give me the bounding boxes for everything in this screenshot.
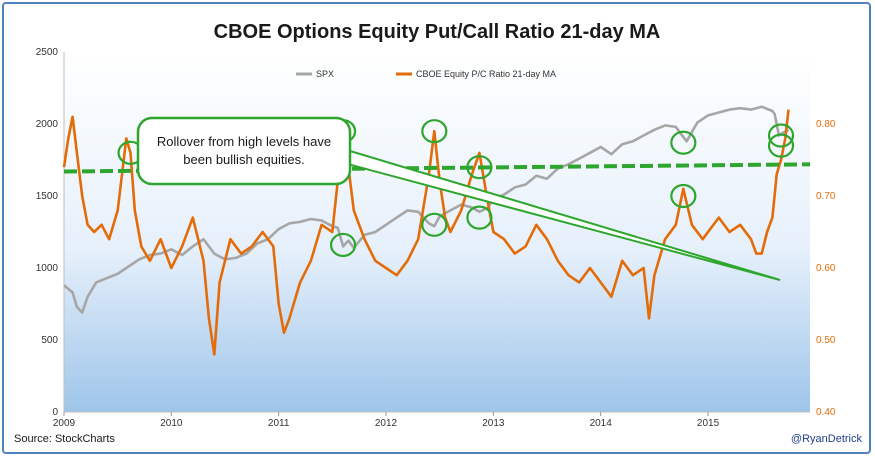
legend-label-spx: SPX bbox=[316, 69, 334, 79]
y-axis-left: 0 500 1000 1500 2000 2500 bbox=[36, 47, 65, 418]
x-tick-label: 2013 bbox=[482, 418, 505, 429]
x-tick-label: 2012 bbox=[375, 418, 398, 429]
callout: Rollover from high levels have been bull… bbox=[136, 116, 781, 281]
highlight-circle-spx bbox=[329, 232, 357, 258]
y-left-tick-label: 1500 bbox=[36, 191, 59, 202]
legend: SPX CBOE Equity P/C Ratio 21-day MA bbox=[296, 69, 556, 79]
x-axis: 2009 2010 2011 2012 2013 2014 2015 bbox=[53, 411, 810, 429]
y-right-tick-label: 0.80 bbox=[816, 119, 836, 130]
x-tick-label: 2011 bbox=[268, 418, 290, 429]
series-line-pc bbox=[62, 109, 790, 356]
highlight-circle-pc bbox=[421, 119, 448, 144]
y-left-tick-label: 2000 bbox=[36, 119, 59, 130]
callout-box bbox=[136, 116, 352, 186]
highlight-circle-spx bbox=[767, 123, 795, 148]
callout-line-2: been bullish equities. bbox=[183, 152, 304, 167]
x-tick-label: 2014 bbox=[590, 418, 613, 429]
y-right-tick-label: 0.50 bbox=[816, 335, 836, 346]
series-line-spx bbox=[63, 105, 790, 314]
highlight-circle-spx bbox=[670, 130, 697, 155]
source-label: Source: StockCharts bbox=[14, 433, 115, 445]
y-left-tick-label: 500 bbox=[41, 335, 58, 346]
threshold-dashed-line bbox=[63, 162, 811, 174]
highlight-circle-pc bbox=[767, 133, 795, 158]
y-left-tick-label: 1000 bbox=[36, 263, 59, 274]
credit-label: @RyanDetrick bbox=[791, 433, 863, 445]
highlight-circle-pc bbox=[466, 155, 493, 180]
y-right-tick-label: 0.60 bbox=[816, 263, 836, 274]
x-tick-label: 2015 bbox=[697, 418, 720, 429]
highlight-circle-pc bbox=[670, 183, 697, 209]
chart-title: CBOE Options Equity Put/Call Ratio 21-da… bbox=[214, 21, 661, 43]
x-tick-label: 2010 bbox=[160, 418, 183, 429]
legend-label-pc: CBOE Equity P/C Ratio 21-day MA bbox=[416, 69, 556, 79]
y-right-tick-label: 0.40 bbox=[816, 407, 836, 418]
y-left-tick-label: 0 bbox=[52, 407, 58, 418]
y-right-tick-label: 0.70 bbox=[816, 191, 836, 202]
highlight-circle-spx bbox=[421, 212, 448, 237]
x-tick-label: 2009 bbox=[53, 418, 76, 429]
highlight-circle-spx bbox=[466, 205, 493, 230]
y-left-tick-label: 2500 bbox=[36, 47, 59, 58]
y-axis-right: 0.40 0.50 0.60 0.70 0.80 bbox=[816, 119, 836, 418]
callout-line-1: Rollover from high levels have bbox=[157, 134, 331, 149]
